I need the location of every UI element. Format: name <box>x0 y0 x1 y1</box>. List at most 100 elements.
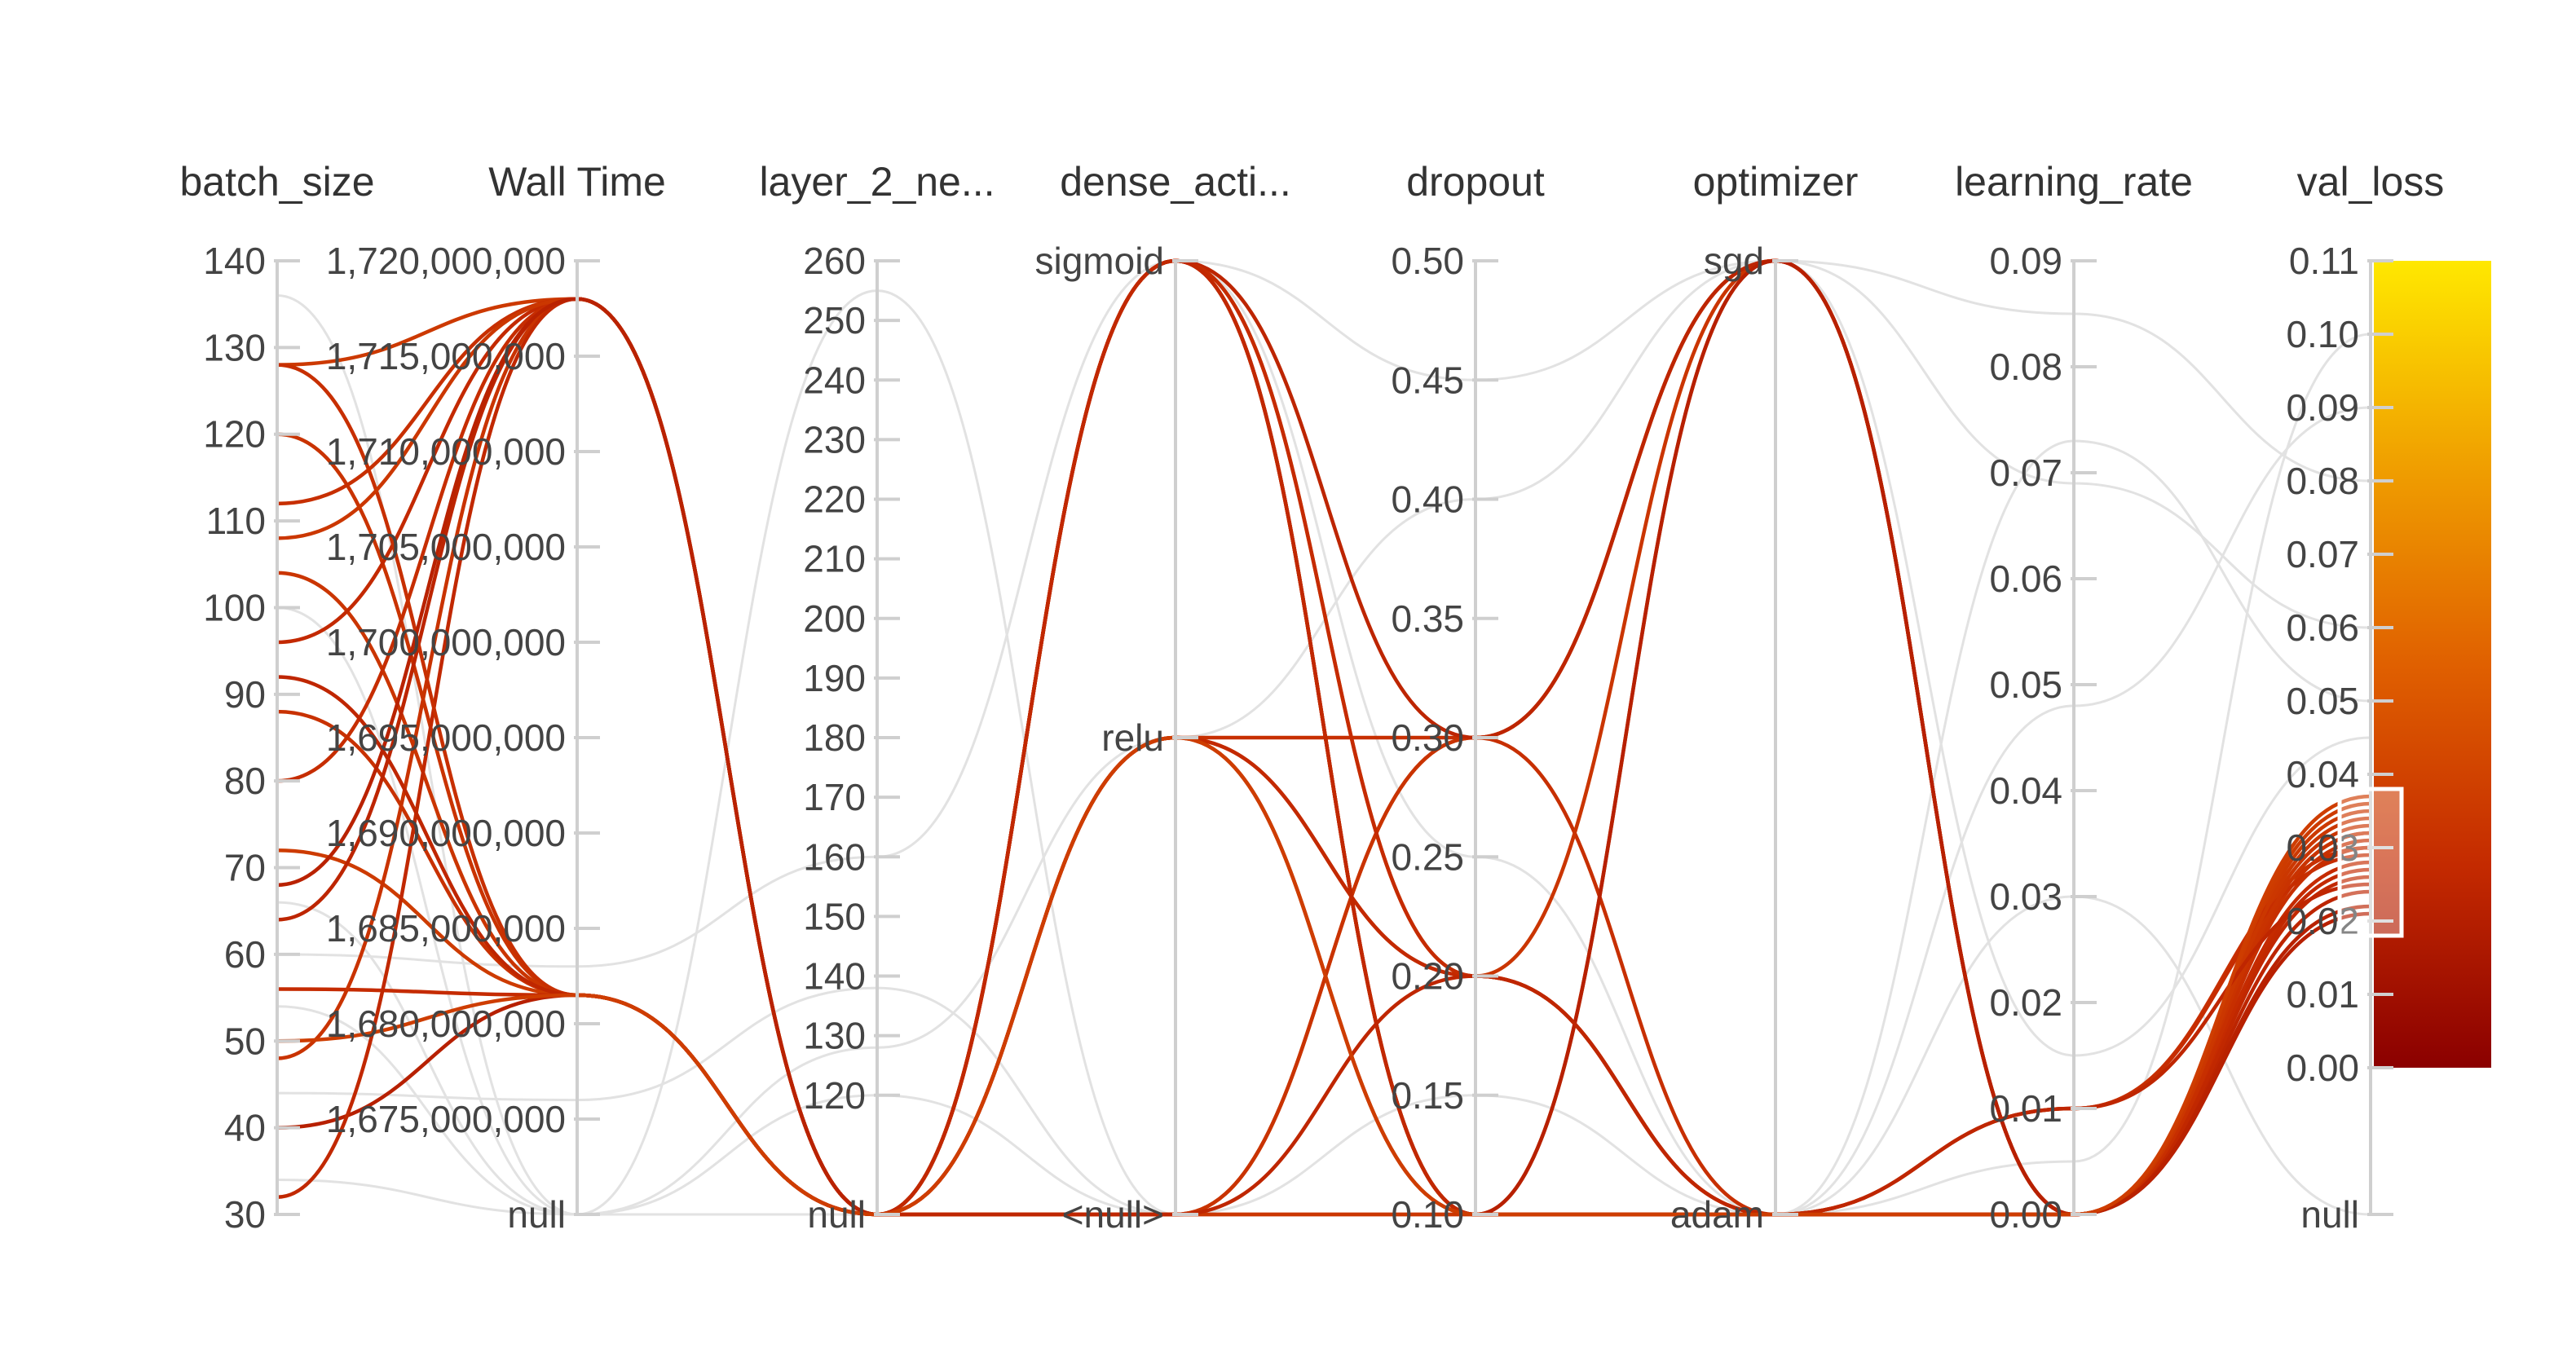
highlighted-run-line[interactable] <box>276 297 2371 1217</box>
tick-label: 1,715,000,000 <box>326 335 566 377</box>
tick-label: 110 <box>206 500 266 542</box>
tick-label: 0.09 <box>2286 386 2359 429</box>
tick-label: <null> <box>1062 1193 1164 1236</box>
axis-learning_rate[interactable]: learning_rate 0.00 0.01 0.02 0.03 0.04 0.05 0.0… <box>1955 159 2193 1236</box>
tick-label: 0.01 <box>1989 1087 2062 1130</box>
tick-label: 1,680,000,000 <box>326 1003 566 1045</box>
tick-label: sgd <box>1704 240 1764 282</box>
axis-val_loss[interactable]: val_lossnull0.000.010.020.030.040.050.06… <box>2286 159 2444 1236</box>
axis-dropout[interactable]: dropout 0.10 0.15 0.20 0.25 0.30 0.35 0.40 0.45 0… <box>1391 159 1544 1236</box>
tick-label: 0.02 <box>1989 981 2062 1024</box>
tick-label: 1,690,000,000 <box>326 812 566 854</box>
axes-group: batch_size 30 40 50 60 70 80 90 100 110 120 130 140 W… <box>179 159 2444 1236</box>
tick-label: 0.07 <box>2286 533 2359 575</box>
tick-label: 0.45 <box>1391 359 1464 401</box>
tick-label: 0.11 <box>2289 240 2359 282</box>
tick-label: 0.06 <box>1989 558 2062 600</box>
tick-label: null <box>507 1193 566 1236</box>
val-loss-colorbar <box>2374 261 2491 1068</box>
tick-label: 1,710,000,000 <box>326 430 566 473</box>
muted-run-line <box>276 259 2371 1216</box>
tick-label: 0.10 <box>2286 313 2359 355</box>
tick-label: 0.03 <box>1989 875 2062 918</box>
tick-label: 150 <box>803 895 866 937</box>
tick-label: 210 <box>803 538 866 580</box>
brush-layer[interactable] <box>2337 787 2404 938</box>
tick-label: null <box>2300 1193 2359 1236</box>
tick-label: 0.00 <box>2286 1047 2359 1089</box>
axis-title: learning_rate <box>1955 159 2193 205</box>
muted-run-line <box>276 259 2371 1216</box>
highlighted-run-line[interactable] <box>276 675 2371 1217</box>
tick-label: 0.25 <box>1391 835 1464 878</box>
tick-label: 1,675,000,000 <box>326 1098 566 1140</box>
tick-label: 140 <box>203 240 266 282</box>
tick-label: 130 <box>203 326 266 368</box>
axis-title: dropout <box>1406 159 1545 205</box>
highlighted-run-line[interactable] <box>276 297 2371 1217</box>
tick-label: 250 <box>803 299 866 342</box>
tick-label: 30 <box>224 1193 266 1236</box>
tick-label: 1,720,000,000 <box>326 240 566 282</box>
tick-label: 0.40 <box>1391 478 1464 521</box>
tick-label: 0.08 <box>2286 460 2359 502</box>
tick-label: 70 <box>224 847 266 889</box>
tick-label: 160 <box>803 835 866 878</box>
tick-label: 190 <box>803 657 866 699</box>
tick-label: null <box>807 1193 866 1236</box>
tick-label: 0.50 <box>1391 240 1464 282</box>
tick-label: 140 <box>803 955 866 998</box>
colorbar-gradient <box>2374 261 2491 1068</box>
tick-label: 130 <box>803 1015 866 1057</box>
tick-label: 1,705,000,000 <box>326 526 566 568</box>
tick-label: 170 <box>803 776 866 818</box>
tick-label: 60 <box>224 933 266 976</box>
tick-label: 0.08 <box>1989 346 2062 388</box>
tick-label: 100 <box>203 586 266 628</box>
tick-label: 200 <box>803 597 866 640</box>
tick-label: 260 <box>803 240 866 282</box>
tick-label: 0.35 <box>1391 597 1464 640</box>
axis-title: Wall Time <box>488 159 666 205</box>
tick-label: 90 <box>224 673 266 716</box>
axis-dense_activation[interactable]: dense_acti... <null> relu sigmoid <box>1034 159 1290 1236</box>
tick-label: 220 <box>803 478 866 521</box>
tick-label: 0.06 <box>2286 606 2359 649</box>
tick-label: 0.30 <box>1391 716 1464 759</box>
tick-label: relu <box>1101 716 1164 759</box>
tick-label: 0.01 <box>2286 973 2359 1016</box>
tick-label: 0.10 <box>1391 1193 1464 1236</box>
tick-label: 80 <box>224 760 266 802</box>
tick-label: 0.20 <box>1391 955 1464 998</box>
tick-label: 0.07 <box>1989 452 2062 494</box>
tick-label: 1,695,000,000 <box>326 716 566 759</box>
axis-batch_size[interactable]: batch_size 30 40 50 60 70 80 90 100 110 120 130 140 <box>179 159 374 1236</box>
highlighted-run-line[interactable] <box>276 297 2371 1217</box>
tick-label: 1,700,000,000 <box>326 621 566 663</box>
tick-label: 40 <box>224 1107 266 1149</box>
axis-wall_time[interactable]: Wall Time null 1,675,000,000 1,680,000,000 1… <box>326 159 666 1236</box>
highlighted-run-line[interactable] <box>276 297 2371 1217</box>
tick-label: 230 <box>803 418 866 461</box>
tick-label: 0.04 <box>1989 769 2062 812</box>
axis-title: layer_2_ne... <box>759 159 995 205</box>
tick-label: 240 <box>803 359 866 401</box>
tick-label: 0.05 <box>1989 663 2062 706</box>
tick-label: 0.03 <box>2286 826 2359 869</box>
axis-title: optimizer <box>1693 159 1859 205</box>
tick-label: 1,685,000,000 <box>326 907 566 950</box>
axis-optimizer[interactable]: optimizer adam sgd <box>1670 159 1859 1236</box>
tick-label: 0.09 <box>1989 240 2062 282</box>
tick-label: 120 <box>203 413 266 456</box>
tick-label: 0.15 <box>1391 1074 1464 1117</box>
axis-title: val_loss <box>2297 159 2445 205</box>
axis-title: dense_acti... <box>1060 159 1291 205</box>
tick-label: 180 <box>803 716 866 759</box>
val-loss-brush[interactable] <box>2337 787 2404 938</box>
tick-label: sigmoid <box>1034 240 1164 282</box>
axis-layer_2_neurons[interactable]: layer_2_ne...null 120 130 140 150 160 170 180 19… <box>759 159 995 1236</box>
tick-label: 0.00 <box>1989 1193 2062 1236</box>
tick-label: 50 <box>224 1020 266 1062</box>
axis-title: batch_size <box>179 159 374 205</box>
